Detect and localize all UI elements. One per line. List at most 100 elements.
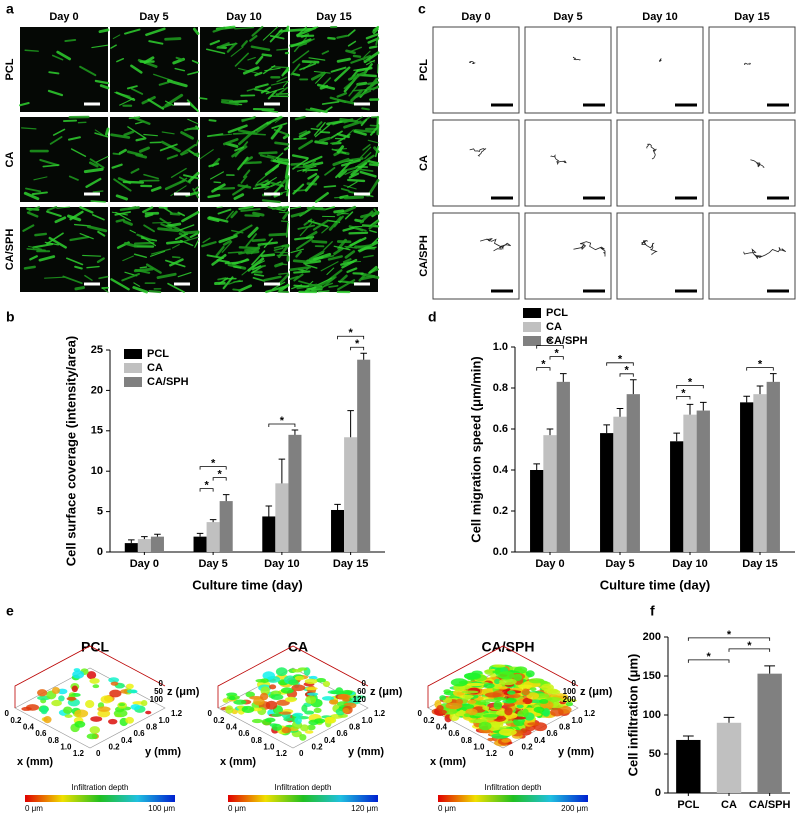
y-tick-label: 0: [509, 749, 514, 758]
cell: [293, 137, 307, 140]
cell: [350, 55, 372, 64]
cell: [134, 268, 151, 274]
cell: [237, 156, 249, 171]
cell: [366, 59, 376, 66]
colorbar-min: 0 μm: [228, 804, 246, 813]
track-frame: [708, 26, 796, 114]
cell: [139, 266, 148, 269]
cell: [272, 159, 289, 166]
legend-label: PCL: [147, 348, 169, 360]
error-bar: [682, 735, 694, 740]
surface-patch: [304, 678, 318, 685]
surface-patch: [525, 670, 535, 678]
panel-label: c: [418, 1, 426, 17]
cell: [357, 246, 377, 252]
cell: [143, 133, 158, 137]
cell: [291, 154, 309, 160]
bar: [753, 394, 767, 552]
cell: [191, 59, 199, 64]
cell-track: [743, 247, 787, 259]
y-tick-label: 1.2: [171, 709, 183, 718]
cell: [256, 174, 268, 184]
cell: [169, 212, 181, 216]
surface-patch: [118, 702, 126, 707]
cell: [42, 164, 60, 168]
cell: [356, 168, 374, 172]
cell: [263, 275, 282, 282]
cell: [297, 224, 316, 230]
cell: [170, 167, 187, 178]
surface-patch: [51, 687, 60, 694]
cell: [23, 191, 40, 201]
surface-patch: [342, 708, 350, 714]
cell: [375, 36, 379, 46]
surface-patch: [265, 700, 278, 710]
cell: [39, 158, 59, 167]
cell: [52, 128, 66, 136]
cell: [167, 79, 188, 88]
y-tick-label: 0: [299, 749, 304, 758]
cell: [347, 40, 357, 47]
surface-patch: [280, 687, 294, 694]
cell: [363, 50, 371, 58]
cell: [244, 214, 260, 218]
cell: [241, 40, 248, 48]
significance-label: *: [555, 348, 560, 360]
cell: [276, 48, 289, 51]
cell: [151, 248, 171, 255]
cell: [206, 133, 224, 138]
cell: [368, 265, 378, 274]
cell: [269, 34, 285, 40]
cell: [69, 235, 90, 242]
significance-bracket: [728, 648, 771, 652]
y-tick-label: 15: [91, 425, 103, 437]
track-frame: [616, 212, 704, 300]
bar: [613, 416, 627, 552]
significance-bracket: [676, 384, 704, 389]
y-axis-label: Cell migration speed (μm/min): [468, 356, 483, 542]
y-tick-label: 0.8: [559, 722, 571, 731]
cell: [84, 274, 93, 281]
cell: [252, 211, 265, 217]
legend-swatch: [124, 349, 142, 359]
cell: [129, 229, 136, 234]
cell: [290, 63, 301, 76]
surface-patch: [306, 692, 319, 696]
cell: [304, 175, 320, 192]
cell: [228, 99, 248, 104]
cell: [54, 216, 67, 224]
cell: [247, 226, 259, 238]
surface-patch: [307, 724, 316, 731]
cell: [290, 248, 304, 254]
cell: [115, 218, 125, 223]
cell: [216, 42, 230, 49]
cell: [223, 138, 239, 146]
cell: [94, 129, 106, 137]
z-tick-label: 100: [563, 687, 577, 696]
cell: [111, 163, 123, 169]
cell: [313, 252, 332, 261]
cell: [350, 89, 363, 102]
surface-patch: [292, 712, 304, 717]
cell: [360, 274, 376, 281]
cell: [112, 152, 121, 156]
cell: [368, 163, 379, 167]
panel-label: f: [650, 603, 655, 619]
cell: [347, 70, 368, 81]
cell: [126, 150, 144, 157]
surface-patch: [271, 713, 283, 717]
cell: [22, 224, 35, 232]
surface-patch: [498, 678, 517, 686]
cell: [290, 38, 312, 48]
cell: [23, 265, 36, 270]
cell: [346, 129, 355, 136]
cell: [179, 177, 188, 184]
surface-patch: [132, 701, 144, 705]
cell: [24, 49, 39, 52]
error-bar: [347, 410, 354, 438]
bar: [757, 673, 782, 793]
track-image: [524, 119, 612, 207]
cell: [336, 92, 348, 98]
cell: [233, 193, 245, 200]
cell: [228, 279, 241, 285]
